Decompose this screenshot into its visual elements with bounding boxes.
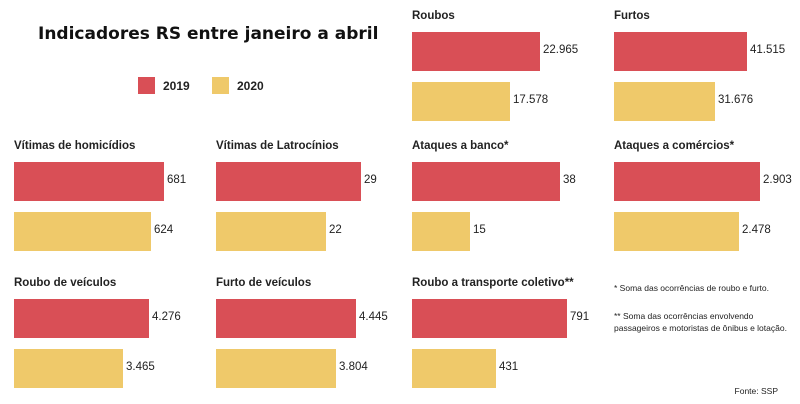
bar-value-label-2020: 3.804: [339, 361, 368, 373]
panel-3: Vítimas de homicídios 681 624: [14, 140, 224, 260]
bar-value-label-2019: 4.276: [152, 311, 181, 323]
legend-label-2020: 2020: [237, 78, 264, 93]
bar-value-label-2019: 681: [167, 174, 187, 186]
panel-title: Roubo a transporte coletivo**: [412, 277, 574, 289]
footnote-double-asterisk-line1: ** Soma das ocorrências envolvendo: [614, 311, 754, 321]
bar-value-label-2020: 17.578: [513, 94, 549, 106]
bar-2020: [412, 212, 470, 251]
bar-value-label-2020: 2.478: [742, 224, 771, 236]
bar-2020: [216, 349, 336, 388]
chart-main-title: Indicadores RS entre janeiro a abril: [38, 24, 379, 44]
bar-value-label-2020: 22: [329, 224, 342, 236]
bar-2019: [216, 299, 356, 338]
bar-2019: [412, 299, 567, 338]
panel-title: Roubos: [412, 10, 455, 22]
footnote-double-asterisk-line2: passageiros e motoristas de ônibus e lot…: [614, 323, 787, 333]
panel-8: Furto de veículos 4.445 3.804: [216, 277, 416, 397]
bar-value-label-2019: 29: [364, 174, 377, 186]
bar-2019: [14, 299, 149, 338]
bar-value-label-2019: 4.445: [359, 311, 388, 323]
panel-title: Vítimas de Latrocínios: [216, 140, 339, 152]
panel-title: Ataques a comércios*: [614, 140, 735, 152]
source-credit: Fonte: SSP: [734, 386, 778, 396]
bar-2020: [14, 349, 123, 388]
bar-value-label-2019: 791: [570, 311, 590, 323]
panel-6: Ataques a comércios* 2.903 2.478: [614, 140, 800, 260]
bar-value-label-2019: 38: [563, 174, 576, 186]
bar-2020: [14, 212, 151, 251]
bar-value-label-2020: 431: [499, 361, 519, 373]
legend-item-2020: 2020: [212, 77, 264, 94]
panel-9: Roubo a transporte coletivo** 791 431: [412, 277, 627, 397]
bar-value-label-2019: 41.515: [750, 44, 786, 56]
legend-swatch-2019: [138, 77, 155, 94]
bar-value-label-2019: 22.965: [543, 44, 579, 56]
legend-item-2019: 2019: [138, 77, 190, 94]
bar-2020: [614, 212, 739, 251]
bar-2019: [216, 162, 361, 201]
bar-2020: [412, 82, 510, 121]
bar-value-label-2020: 31.676: [718, 94, 754, 106]
panel-1: Roubos 22.965 17.578: [412, 10, 600, 130]
bar-2020: [614, 82, 715, 121]
panel-5: Ataques a banco* 38 15: [412, 140, 620, 260]
bar-value-label-2020: 624: [154, 224, 174, 236]
panel-4: Vítimas de Latrocínios 29 22: [216, 140, 421, 260]
bar-2019: [14, 162, 164, 201]
legend-label-2019: 2019: [163, 78, 190, 93]
panel-title: Ataques a banco*: [412, 140, 509, 152]
bar-2020: [216, 212, 326, 251]
bar-value-label-2020: 3.465: [126, 361, 155, 373]
bar-2019: [412, 162, 560, 201]
panel-title: Vítimas de homicídios: [14, 140, 136, 152]
legend-swatch-2020: [212, 77, 229, 94]
panel-title: Furtos: [614, 10, 650, 22]
panel-title: Roubo de veículos: [14, 277, 117, 289]
bar-2019: [614, 32, 747, 71]
bar-2019: [412, 32, 540, 71]
bar-value-label-2020: 15: [473, 224, 486, 236]
bar-2019: [614, 162, 760, 201]
bar-value-label-2019: 2.903: [763, 174, 792, 186]
footnote-single-asterisk: * Soma das ocorrências de roubo e furto.: [614, 283, 769, 293]
panel-7: Roubo de veículos 4.276 3.465: [14, 277, 209, 397]
panel-title: Furto de veículos: [216, 277, 312, 289]
bar-2020: [412, 349, 496, 388]
panel-2: Furtos 41.515 31.676: [614, 10, 800, 130]
